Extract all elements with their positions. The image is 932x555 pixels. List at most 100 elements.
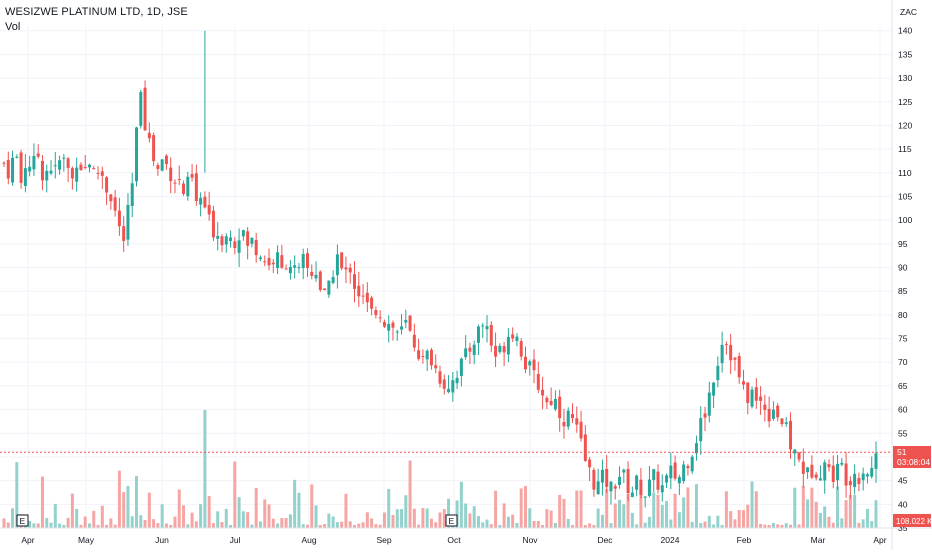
candle-body bbox=[485, 326, 489, 330]
candle-body bbox=[6, 159, 10, 179]
earnings-marker-2[interactable]: E bbox=[445, 514, 458, 527]
volume-bar bbox=[58, 523, 62, 528]
candle-body bbox=[759, 396, 763, 401]
volume-bar bbox=[135, 476, 139, 528]
volume-bar bbox=[652, 492, 656, 528]
volume-bar bbox=[310, 484, 314, 528]
candle-body bbox=[720, 344, 724, 364]
volume-bar bbox=[70, 493, 74, 528]
price-tick-label: 70 bbox=[898, 357, 908, 367]
volume-bar bbox=[353, 524, 357, 528]
volume-bar bbox=[382, 512, 386, 528]
candle-body bbox=[348, 267, 352, 273]
candle-body bbox=[647, 479, 651, 496]
volume-value: 108.022 K bbox=[896, 517, 932, 526]
volume-bar bbox=[827, 516, 831, 528]
chart-legend[interactable]: WESIZWE PLATINUM LTD, 1D, JSE Vol bbox=[5, 5, 188, 35]
time-tick-label: Sep bbox=[376, 535, 391, 545]
volume-bar bbox=[793, 487, 797, 528]
time-tick-label: Jul bbox=[230, 535, 241, 545]
volume-bar bbox=[609, 523, 613, 528]
candle-body bbox=[523, 356, 527, 370]
volume-bar bbox=[344, 493, 348, 528]
candle-body bbox=[596, 481, 600, 495]
volume-bar bbox=[741, 510, 745, 528]
volume-legend[interactable]: Vol bbox=[5, 21, 21, 33]
candle-body bbox=[160, 159, 164, 171]
candle-body bbox=[412, 334, 416, 348]
volume-bar bbox=[340, 521, 344, 528]
volume-bar bbox=[579, 490, 583, 528]
volume-bar bbox=[216, 511, 220, 528]
volume-bar bbox=[459, 481, 463, 528]
candle-body bbox=[182, 183, 186, 194]
volume-bar bbox=[122, 492, 126, 528]
volume-bar bbox=[348, 521, 352, 528]
candle-body bbox=[246, 231, 250, 246]
volume-bar bbox=[370, 518, 374, 528]
candle-body bbox=[677, 477, 681, 484]
price-tick-label: 40 bbox=[898, 499, 908, 509]
candle-body bbox=[156, 165, 160, 170]
volume-bar bbox=[823, 506, 827, 528]
volume-bar bbox=[528, 508, 532, 528]
volume-bar bbox=[224, 508, 228, 528]
candle-body bbox=[545, 397, 549, 403]
volume-bar bbox=[613, 503, 617, 528]
candle-body bbox=[447, 388, 451, 393]
volume-bar bbox=[254, 487, 258, 528]
time-tick-label: May bbox=[78, 535, 95, 545]
candle-body bbox=[827, 464, 831, 468]
volume-bar bbox=[562, 498, 566, 528]
candle-body bbox=[250, 237, 254, 244]
volume-bar bbox=[699, 523, 703, 528]
volume-bar bbox=[566, 518, 570, 528]
candle-body bbox=[494, 345, 498, 357]
candle-body bbox=[314, 274, 318, 279]
symbol-title[interactable]: WESIZWE PLATINUM LTD, 1D, JSE bbox=[5, 6, 188, 18]
volume-bar bbox=[853, 494, 857, 528]
candle-body bbox=[271, 262, 275, 265]
volume-bar bbox=[784, 523, 788, 528]
candle-body bbox=[113, 197, 117, 211]
volume-bar bbox=[323, 524, 327, 528]
volume-bar bbox=[831, 522, 835, 528]
volume-bar bbox=[541, 524, 545, 528]
candle-body bbox=[472, 344, 476, 356]
volume-bar bbox=[571, 524, 575, 528]
volume-bar bbox=[532, 521, 536, 528]
price-tick-label: 90 bbox=[898, 263, 908, 273]
candle-body bbox=[502, 346, 506, 353]
time-tick-label: Apr bbox=[873, 535, 886, 545]
earnings-marker-1[interactable]: E bbox=[16, 514, 29, 527]
volume-bar bbox=[11, 508, 15, 528]
volume-bar bbox=[391, 515, 395, 528]
candle-body bbox=[169, 167, 173, 182]
candle-body bbox=[489, 324, 493, 346]
volume-bar bbox=[62, 524, 66, 528]
volume-bar bbox=[840, 518, 844, 528]
candle-body bbox=[49, 170, 53, 174]
volume-bar bbox=[429, 518, 433, 528]
candle-body bbox=[241, 230, 245, 237]
candles bbox=[2, 30, 878, 508]
volume-bar bbox=[2, 518, 6, 528]
volume-bar bbox=[288, 514, 292, 528]
candle-body bbox=[318, 271, 322, 290]
volume-bar bbox=[357, 523, 361, 528]
volume-bar bbox=[331, 516, 335, 528]
volume-bar bbox=[36, 523, 40, 528]
volume-bar bbox=[553, 522, 557, 528]
candle-body bbox=[451, 380, 455, 393]
candle-body bbox=[686, 465, 690, 469]
candle-body bbox=[600, 469, 604, 483]
price-axis-panel[interactable] bbox=[892, 0, 932, 528]
candle-body bbox=[382, 321, 386, 327]
candle-body bbox=[83, 166, 87, 168]
volume-bar bbox=[92, 510, 96, 528]
candle-body bbox=[579, 421, 583, 439]
volume-bar bbox=[417, 524, 421, 528]
candle-body bbox=[840, 462, 844, 465]
